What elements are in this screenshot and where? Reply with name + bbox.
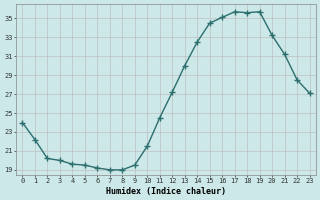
X-axis label: Humidex (Indice chaleur): Humidex (Indice chaleur) xyxy=(106,187,226,196)
